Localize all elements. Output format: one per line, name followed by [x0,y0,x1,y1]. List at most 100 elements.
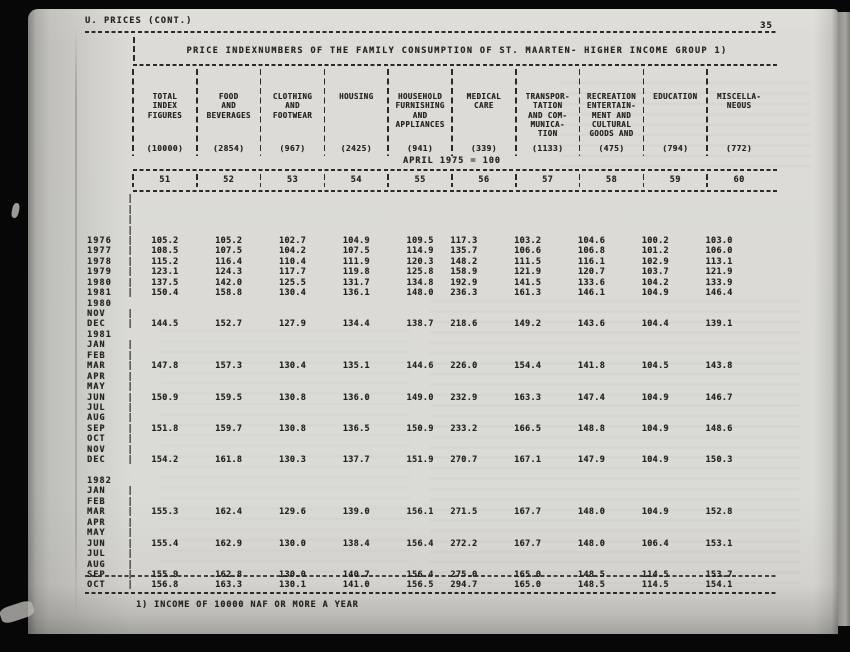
column-header-label: HOUSING [339,92,373,101]
column-number-row: 51 52 53 54 55 56 57 58 59 60 [132,171,771,190]
cell-value: 148.2 [450,256,478,267]
cell-value: 141.0 [342,580,370,591]
cell-value: 159.7 [215,423,243,434]
cell-value: 130.4 [278,288,307,299]
table-row: APR | [85,371,777,382]
column-header-label: HOUSEHOLD FURNISHING AND APPLIANCES [396,92,445,129]
row-label: 1976 [87,235,112,246]
cell-value: 294.7 [450,580,478,591]
row-label: DEC [87,455,106,466]
cell-value: 154.4 [514,361,542,372]
column-header-line: AND [221,101,237,111]
row-label: NOV [87,309,106,320]
row-label: MAY [87,528,106,539]
row-label: 1978 [87,256,112,267]
cell-value: 124.3 [215,267,243,278]
cell-value: 137.5 [151,277,179,288]
column-header: RECREATION ENTERTAIN- MENT AND CULTURAL GOOD… [578,66,644,158]
column-header-row: TOTAL INDEX FIGURES (10000) FOOD AND BEVERAGES… [132,66,771,158]
cell-value: 165.0 [514,580,542,591]
cell-value: 119.8 [342,267,370,278]
column-separator: | [127,549,133,560]
column-separator: | [127,350,133,361]
row-label: 1979 [87,267,112,278]
cell-value: 161.3 [514,288,542,299]
cell-value: 104.9 [641,288,669,299]
cell-value: 150.9 [151,392,179,403]
row-label: JUL [87,549,106,560]
column-weight: (967) [279,144,306,153]
cell-value: 156.4 [406,538,434,549]
column-separator: | [127,413,133,424]
row-label: JUN [87,392,106,403]
cell-value: 157.3 [215,361,243,372]
scanned-page [28,9,838,634]
cell-value: 100.2 [641,235,669,246]
cell-value: 152.7 [215,319,243,330]
column-number: 53 [259,171,325,190]
row-label: 1982 [87,476,112,487]
table-row: MAY | [85,528,777,538]
cell-value: 148.8 [577,423,606,434]
table-row: DEC | 154.2 161.8 130.3 137.7 151.9 270.7 167.1 1… [85,455,777,465]
cell-value: 107.5 [215,246,243,257]
footnote: 1) INCOME OF 10000 NAF OR MORE A YEAR [136,600,359,610]
table-row: JUL | [85,403,777,413]
cell-value: 272.2 [450,538,478,549]
dashed-rule [85,31,777,34]
cell-value: 156.5 [406,580,434,591]
column-header-line: BEVERAGES [206,110,251,120]
column-separator: | [127,538,133,549]
cell-value: 121.9 [514,267,542,278]
column-header-line: AND [285,101,300,111]
table-row: MAY | [85,382,777,392]
table-row: 1978 | 115.2 116.4 110.4 111.9 120.3 148.2 111.5… [85,257,777,267]
column-header-label: FOOD AND BEVERAGES [207,92,251,120]
cell-value: 163.3 [215,580,243,591]
column-header-line: FOOTWEAR [272,110,313,120]
column-separator: | [127,434,133,445]
column-separator: | [127,559,133,570]
cell-value: 114.5 [641,569,669,580]
column-header-label: EDUCATION [653,92,697,101]
cell-value: 130.1 [278,580,307,591]
column-header: TOTAL INDEX FIGURES (10000) [132,66,197,158]
cell-value: 104.2 [641,277,669,288]
column-separator: | [127,507,133,518]
cell-value: 130.0 [278,569,307,580]
column-weight: (2854) [213,144,245,153]
column-separator: | [127,423,133,434]
column-separator: | [127,194,133,205]
column-number: 57 [514,171,580,190]
table-row: DEC | 144.5 152.7 127.9 134.4 138.7 218.6 149.2 1… [85,319,777,329]
column-header-line: TATION [532,101,563,111]
table-row: OCT | [85,434,777,444]
cell-value: 106.6 [514,246,542,257]
column-header-label: TRANSPOR- TATION AND COM- MUNICA- TION [526,92,570,138]
cell-value: 125.5 [278,277,307,288]
column-number: 56 [451,171,516,190]
table-row: 1979 | 123.1 124.3 117.7 119.8 125.8 158.9 121.9… [85,267,777,277]
table-row: APR | [85,518,777,528]
column-header-line: AND COM- [528,110,568,120]
scan-artifact [10,202,21,219]
cell-value: 109.5 [406,235,434,246]
cell-value: 226.0 [450,361,478,372]
table-row: | [85,194,777,204]
column-header: HOUSING (2425) [323,66,388,158]
column-weight: (941) [407,144,434,153]
column-separator: | [127,444,133,455]
column-header-line: HOUSING [339,92,374,101]
table-row: | [85,215,777,225]
cell-value: 139.0 [342,507,370,518]
column-header-line: HOUSEHOLD [397,92,443,101]
year-header-row: 1982 [85,476,777,486]
cell-value: 103.7 [641,267,669,278]
column-number: 59 [642,171,707,190]
index-base-note: APRIL 1975 = 100 [403,156,501,166]
cell-value: 153.7 [705,569,733,580]
cell-value: 130.3 [278,455,307,466]
column-header-label: CLOTHING AND FOOTWEAR [273,92,312,120]
column-separator: | [127,528,133,539]
